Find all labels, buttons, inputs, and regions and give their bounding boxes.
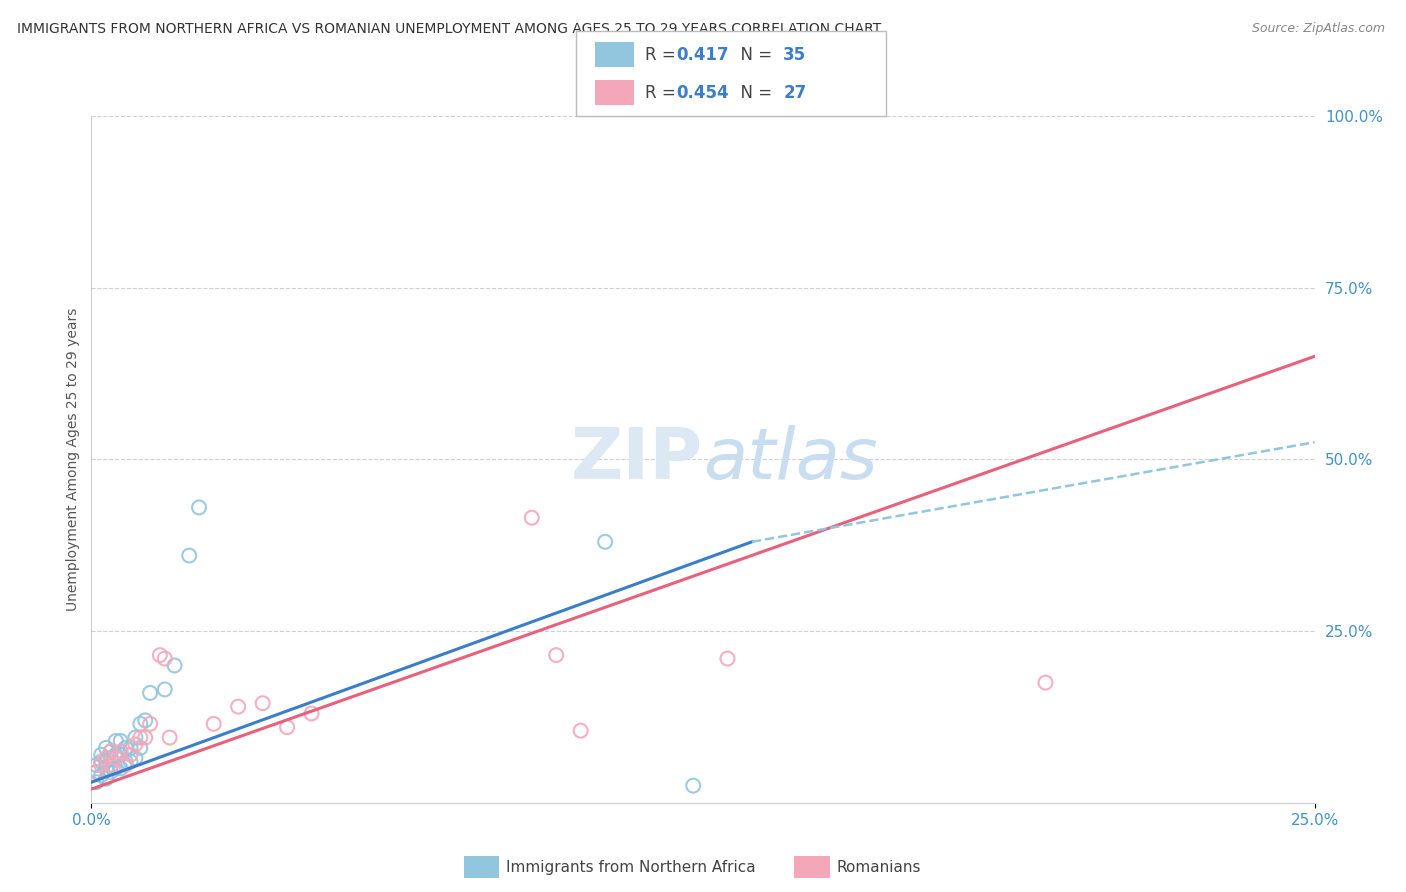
Point bbox=[202, 716, 225, 731]
Point bbox=[120, 755, 142, 769]
Point bbox=[124, 731, 146, 745]
Point bbox=[84, 758, 107, 772]
Point bbox=[100, 758, 122, 772]
Point bbox=[94, 761, 117, 775]
Point bbox=[134, 714, 156, 728]
Point bbox=[120, 747, 142, 762]
Point bbox=[114, 740, 136, 755]
Point bbox=[569, 723, 592, 738]
Point bbox=[104, 751, 127, 765]
Point bbox=[104, 761, 127, 775]
Text: 27: 27 bbox=[783, 84, 807, 102]
Point bbox=[94, 751, 117, 765]
Point bbox=[226, 699, 249, 714]
Text: R =: R = bbox=[645, 45, 682, 63]
Point bbox=[110, 761, 132, 775]
Point bbox=[124, 738, 146, 752]
Point bbox=[84, 764, 107, 779]
Text: atlas: atlas bbox=[703, 425, 877, 494]
Text: N =: N = bbox=[730, 84, 778, 102]
Point bbox=[682, 779, 704, 793]
Point bbox=[188, 500, 211, 515]
Text: Source: ZipAtlas.com: Source: ZipAtlas.com bbox=[1251, 22, 1385, 36]
Point bbox=[134, 731, 156, 745]
Point bbox=[110, 747, 132, 762]
Point bbox=[120, 740, 142, 755]
Point bbox=[716, 651, 738, 665]
Point bbox=[84, 775, 107, 789]
Point bbox=[90, 755, 112, 769]
Point bbox=[110, 744, 132, 758]
Point bbox=[179, 549, 201, 563]
Point bbox=[104, 747, 127, 762]
Point bbox=[124, 751, 146, 765]
Point bbox=[139, 686, 162, 700]
Point bbox=[90, 768, 112, 782]
Point bbox=[114, 758, 136, 772]
Point bbox=[100, 764, 122, 779]
Point bbox=[129, 716, 152, 731]
Point bbox=[104, 734, 127, 748]
Point bbox=[90, 758, 112, 772]
Point bbox=[139, 716, 162, 731]
Point bbox=[90, 747, 112, 762]
Text: IMMIGRANTS FROM NORTHERN AFRICA VS ROMANIAN UNEMPLOYMENT AMONG AGES 25 TO 29 YEA: IMMIGRANTS FROM NORTHERN AFRICA VS ROMAN… bbox=[17, 22, 882, 37]
Point bbox=[94, 755, 117, 769]
Point bbox=[546, 648, 568, 662]
Point bbox=[129, 731, 152, 745]
Point bbox=[114, 755, 136, 769]
Text: R =: R = bbox=[645, 84, 682, 102]
Text: Immigrants from Northern Africa: Immigrants from Northern Africa bbox=[506, 860, 756, 874]
Point bbox=[301, 706, 323, 721]
Point bbox=[1035, 675, 1057, 690]
Text: ZIP: ZIP bbox=[571, 425, 703, 494]
Point bbox=[100, 751, 122, 765]
Y-axis label: Unemployment Among Ages 25 to 29 years: Unemployment Among Ages 25 to 29 years bbox=[66, 308, 80, 611]
Text: 35: 35 bbox=[783, 45, 806, 63]
Point bbox=[276, 720, 298, 734]
Point bbox=[84, 764, 107, 779]
Point bbox=[94, 772, 117, 786]
Text: 0.417: 0.417 bbox=[676, 45, 728, 63]
Point bbox=[129, 740, 152, 755]
Point bbox=[159, 731, 181, 745]
Point bbox=[110, 734, 132, 748]
Text: 0.454: 0.454 bbox=[676, 84, 728, 102]
Point bbox=[163, 658, 186, 673]
Text: N =: N = bbox=[730, 45, 778, 63]
Point bbox=[94, 740, 117, 755]
Point bbox=[153, 682, 176, 697]
Point bbox=[149, 648, 172, 662]
Point bbox=[153, 651, 176, 665]
Text: Romanians: Romanians bbox=[837, 860, 921, 874]
Point bbox=[593, 534, 616, 549]
Point bbox=[100, 744, 122, 758]
Point bbox=[100, 744, 122, 758]
Point bbox=[520, 510, 543, 524]
Point bbox=[252, 696, 274, 710]
